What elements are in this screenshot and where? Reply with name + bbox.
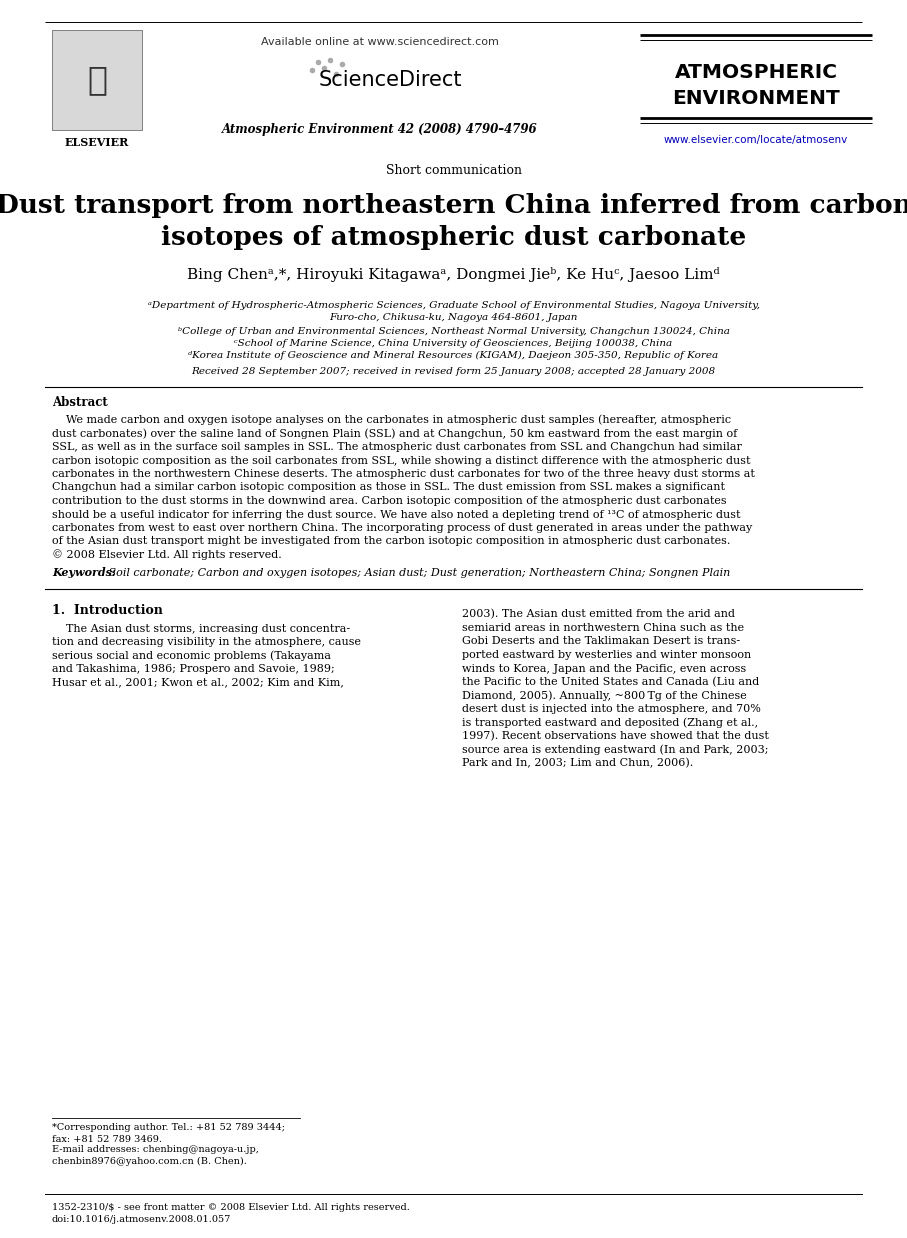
Text: ELSEVIER: ELSEVIER <box>65 136 129 147</box>
Text: the Pacific to the United States and Canada (Liu and: the Pacific to the United States and Can… <box>462 677 759 687</box>
Text: 1.  Introduction: 1. Introduction <box>52 604 163 617</box>
Text: should be a useful indicator for inferring the dust source. We have also noted a: should be a useful indicator for inferri… <box>52 510 740 520</box>
Text: Bing Chenᵃ,*, Hiroyuki Kitagawaᵃ, Dongmei Jieᵇ, Ke Huᶜ, Jaesoo Limᵈ: Bing Chenᵃ,*, Hiroyuki Kitagawaᵃ, Dongme… <box>187 267 720 282</box>
Text: Available online at www.sciencedirect.com: Available online at www.sciencedirect.co… <box>261 37 499 47</box>
Text: carbonates from west to east over northern China. The incorporating process of d: carbonates from west to east over northe… <box>52 522 752 534</box>
Text: Short communication: Short communication <box>385 163 522 177</box>
Text: ᵇCollege of Urban and Environmental Sciences, Northeast Normal University, Chang: ᵇCollege of Urban and Environmental Scie… <box>178 327 729 335</box>
Text: SSL, as well as in the surface soil samples in SSL. The atmospheric dust carbona: SSL, as well as in the surface soil samp… <box>52 442 742 452</box>
Text: serious social and economic problems (Takayama: serious social and economic problems (Ta… <box>52 650 331 661</box>
Text: winds to Korea, Japan and the Pacific, even across: winds to Korea, Japan and the Pacific, e… <box>462 664 746 673</box>
Text: carbonates in the northwestern Chinese deserts. The atmospheric dust carbonates : carbonates in the northwestern Chinese d… <box>52 469 755 479</box>
Text: carbon isotopic composition as the soil carbonates from SSL, while showing a dis: carbon isotopic composition as the soil … <box>52 456 750 465</box>
Text: fax: +81 52 789 3469.: fax: +81 52 789 3469. <box>52 1134 162 1144</box>
Text: ENVIRONMENT: ENVIRONMENT <box>672 88 840 108</box>
Text: 1997). Recent observations have showed that the dust: 1997). Recent observations have showed t… <box>462 730 769 742</box>
Text: Received 28 September 2007; received in revised form 25 January 2008; accepted 2: Received 28 September 2007; received in … <box>191 368 716 376</box>
Text: and Takashima, 1986; Prospero and Savoie, 1989;: and Takashima, 1986; Prospero and Savoie… <box>52 664 335 673</box>
Text: ScienceDirect: ScienceDirect <box>318 71 462 90</box>
Text: Gobi Deserts and the Taklimakan Desert is trans-: Gobi Deserts and the Taklimakan Desert i… <box>462 636 740 646</box>
Text: © 2008 Elsevier Ltd. All rights reserved.: © 2008 Elsevier Ltd. All rights reserved… <box>52 550 282 561</box>
Text: tion and decreasing visibility in the atmosphere, cause: tion and decreasing visibility in the at… <box>52 638 361 647</box>
Text: Abstract: Abstract <box>52 396 108 410</box>
Text: 🌳: 🌳 <box>87 63 107 97</box>
Text: Changchun had a similar carbon isotopic composition as those in SSL. The dust em: Changchun had a similar carbon isotopic … <box>52 483 725 493</box>
Text: ᵈKorea Institute of Geoscience and Mineral Resources (KIGAM), Daejeon 305-350, R: ᵈKorea Institute of Geoscience and Miner… <box>189 350 718 359</box>
Text: desert dust is injected into the atmosphere, and 70%: desert dust is injected into the atmosph… <box>462 704 761 714</box>
Text: 2003). The Asian dust emitted from the arid and: 2003). The Asian dust emitted from the a… <box>462 609 735 620</box>
Text: semiarid areas in northwestern China such as the: semiarid areas in northwestern China suc… <box>462 623 744 633</box>
Text: chenbin8976@yahoo.com.cn (B. Chen).: chenbin8976@yahoo.com.cn (B. Chen). <box>52 1156 247 1165</box>
Text: is transported eastward and deposited (Zhang et al.,: is transported eastward and deposited (Z… <box>462 717 758 728</box>
Text: Park and In, 2003; Lim and Chun, 2006).: Park and In, 2003; Lim and Chun, 2006). <box>462 758 693 768</box>
Text: doi:10.1016/j.atmosenv.2008.01.057: doi:10.1016/j.atmosenv.2008.01.057 <box>52 1214 231 1223</box>
Text: Furo-cho, Chikusa-ku, Nagoya 464-8601, Japan: Furo-cho, Chikusa-ku, Nagoya 464-8601, J… <box>329 313 578 323</box>
Text: Atmospheric Environment 42 (2008) 4790–4796: Atmospheric Environment 42 (2008) 4790–4… <box>222 124 538 136</box>
Text: Soil carbonate; Carbon and oxygen isotopes; Asian dust; Dust generation; Northea: Soil carbonate; Carbon and oxygen isotop… <box>105 567 730 577</box>
Text: Keywords:: Keywords: <box>52 567 116 578</box>
Text: Dust transport from northeastern China inferred from carbon: Dust transport from northeastern China i… <box>0 192 907 218</box>
Text: Husar et al., 2001; Kwon et al., 2002; Kim and Kim,: Husar et al., 2001; Kwon et al., 2002; K… <box>52 677 344 687</box>
Text: www.elsevier.com/locate/atmosenv: www.elsevier.com/locate/atmosenv <box>664 135 848 145</box>
Text: ATMOSPHERIC: ATMOSPHERIC <box>675 62 837 82</box>
Text: dust carbonates) over the saline land of Songnen Plain (SSL) and at Changchun, 5: dust carbonates) over the saline land of… <box>52 428 737 438</box>
Text: *Corresponding author. Tel.: +81 52 789 3444;: *Corresponding author. Tel.: +81 52 789 … <box>52 1124 285 1133</box>
Bar <box>52 30 142 130</box>
Text: We made carbon and oxygen isotope analyses on the carbonates in atmospheric dust: We made carbon and oxygen isotope analys… <box>52 415 731 426</box>
Text: Diamond, 2005). Annually, ~800 Tg of the Chinese: Diamond, 2005). Annually, ~800 Tg of the… <box>462 691 746 701</box>
Text: 1352-2310/$ - see front matter © 2008 Elsevier Ltd. All rights reserved.: 1352-2310/$ - see front matter © 2008 El… <box>52 1202 410 1212</box>
Text: of the Asian dust transport might be investigated from the carbon isotopic compo: of the Asian dust transport might be inv… <box>52 536 730 546</box>
Text: E-mail addresses: chenbing@nagoya-u.jp,: E-mail addresses: chenbing@nagoya-u.jp, <box>52 1145 258 1155</box>
Text: contribution to the dust storms in the downwind area. Carbon isotopic compositio: contribution to the dust storms in the d… <box>52 496 727 506</box>
Text: source area is extending eastward (In and Park, 2003;: source area is extending eastward (In an… <box>462 744 768 755</box>
Text: isotopes of atmospheric dust carbonate: isotopes of atmospheric dust carbonate <box>161 225 746 250</box>
Text: ᵃDepartment of Hydrospheric-Atmospheric Sciences, Graduate School of Environment: ᵃDepartment of Hydrospheric-Atmospheric … <box>148 301 759 310</box>
Text: ᶜSchool of Marine Science, China University of Geosciences, Beijing 100038, Chin: ᶜSchool of Marine Science, China Univers… <box>234 338 673 348</box>
Text: ported eastward by westerlies and winter monsoon: ported eastward by westerlies and winter… <box>462 650 751 660</box>
Text: The Asian dust storms, increasing dust concentra-: The Asian dust storms, increasing dust c… <box>52 624 350 634</box>
